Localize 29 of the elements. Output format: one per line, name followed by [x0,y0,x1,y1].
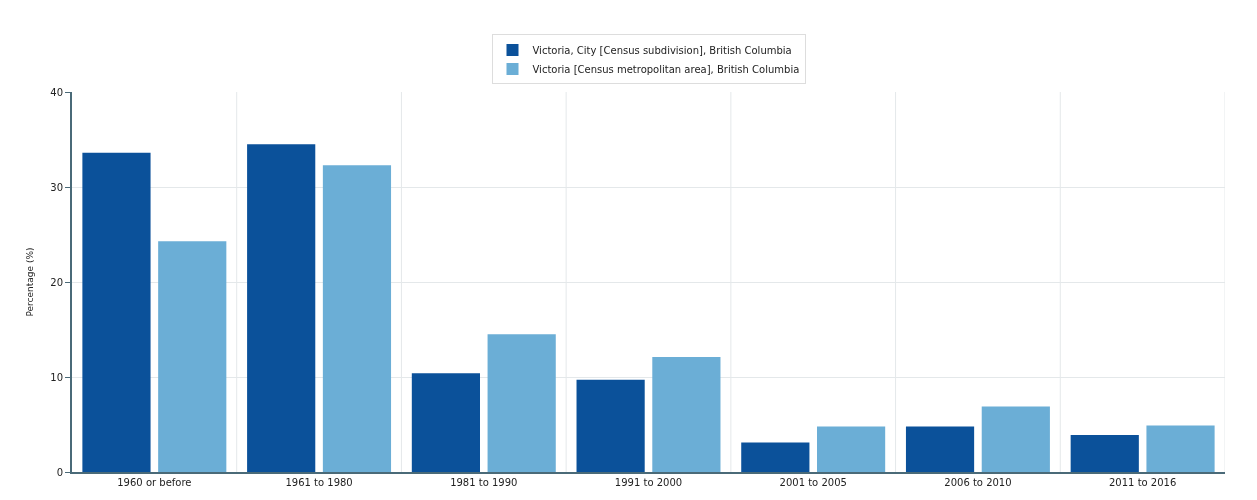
bar [981,406,1050,472]
bar [322,165,392,472]
x-tick-label: 1991 to 2000 [614,477,683,488]
bar [652,357,721,472]
x-tick-label: 1961 to 1980 [285,477,353,488]
bar [158,241,227,472]
x-tick-label: 2001 to 2005 [779,477,847,488]
x-tick-label: 2011 to 2016 [1108,477,1177,488]
x-tick-label: 1981 to 1990 [450,477,518,488]
y-axis-title: Percentage (%) [25,247,36,317]
y-tick-label: 20 [50,276,63,288]
y-tick-label: 30 [50,181,63,193]
bar [411,373,480,472]
y-tick-label: 0 [56,466,63,478]
y-tick-label: 40 [50,86,63,98]
bar [905,426,975,472]
y-tick-label: 10 [50,371,63,383]
x-tick-label: 1960 or before [117,477,192,488]
legend-label: Victoria [Census metropolitan area], British Columbia [532,63,800,75]
bar [576,379,645,472]
x-tick-label: 2006 to 2010 [944,477,1012,488]
legend-label: Victoria, City [Census subdivision], British Columbia [532,44,792,56]
bar [741,442,810,472]
bar [487,334,556,472]
bar [82,152,151,472]
bar [817,426,886,472]
bar [1070,434,1139,472]
bar [1146,425,1215,472]
bar [247,144,316,472]
